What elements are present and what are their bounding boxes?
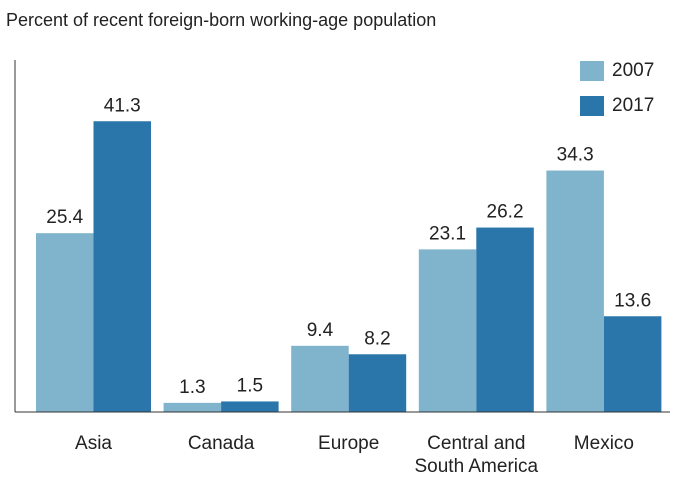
- value-label: 1.3: [179, 377, 205, 398]
- bar: [348, 354, 407, 412]
- value-label: 8.2: [364, 328, 390, 349]
- legend-swatch: [580, 61, 604, 81]
- bar: [476, 227, 534, 412]
- x-tick-label: Europe: [318, 433, 380, 454]
- bar: [163, 402, 222, 412]
- bar: [418, 249, 477, 412]
- legend-label: 2007: [612, 60, 654, 81]
- value-label: 34.3: [557, 145, 594, 166]
- value-label: 13.6: [614, 290, 651, 311]
- x-tick-label: Central and South America: [414, 433, 539, 477]
- legend-swatch: [580, 96, 604, 116]
- value-label: 26.2: [487, 202, 524, 223]
- x-tick-label: Canada: [187, 433, 255, 454]
- bar: [221, 401, 279, 412]
- x-tick-label: Mexico: [573, 433, 634, 454]
- value-label: 9.4: [307, 320, 334, 341]
- bar: [291, 345, 349, 412]
- x-tick-label: Asia: [75, 433, 112, 454]
- value-label: 23.1: [429, 223, 466, 244]
- chart-title: Percent of recent foreign-born working-a…: [6, 10, 436, 30]
- bar: [546, 170, 604, 412]
- bar: [93, 121, 151, 413]
- value-label: 25.4: [46, 207, 83, 228]
- value-label: 41.3: [104, 95, 141, 116]
- value-label: 1.5: [237, 375, 263, 396]
- legend-label: 2017: [612, 95, 654, 116]
- bar: [36, 233, 94, 412]
- bar: [603, 316, 662, 412]
